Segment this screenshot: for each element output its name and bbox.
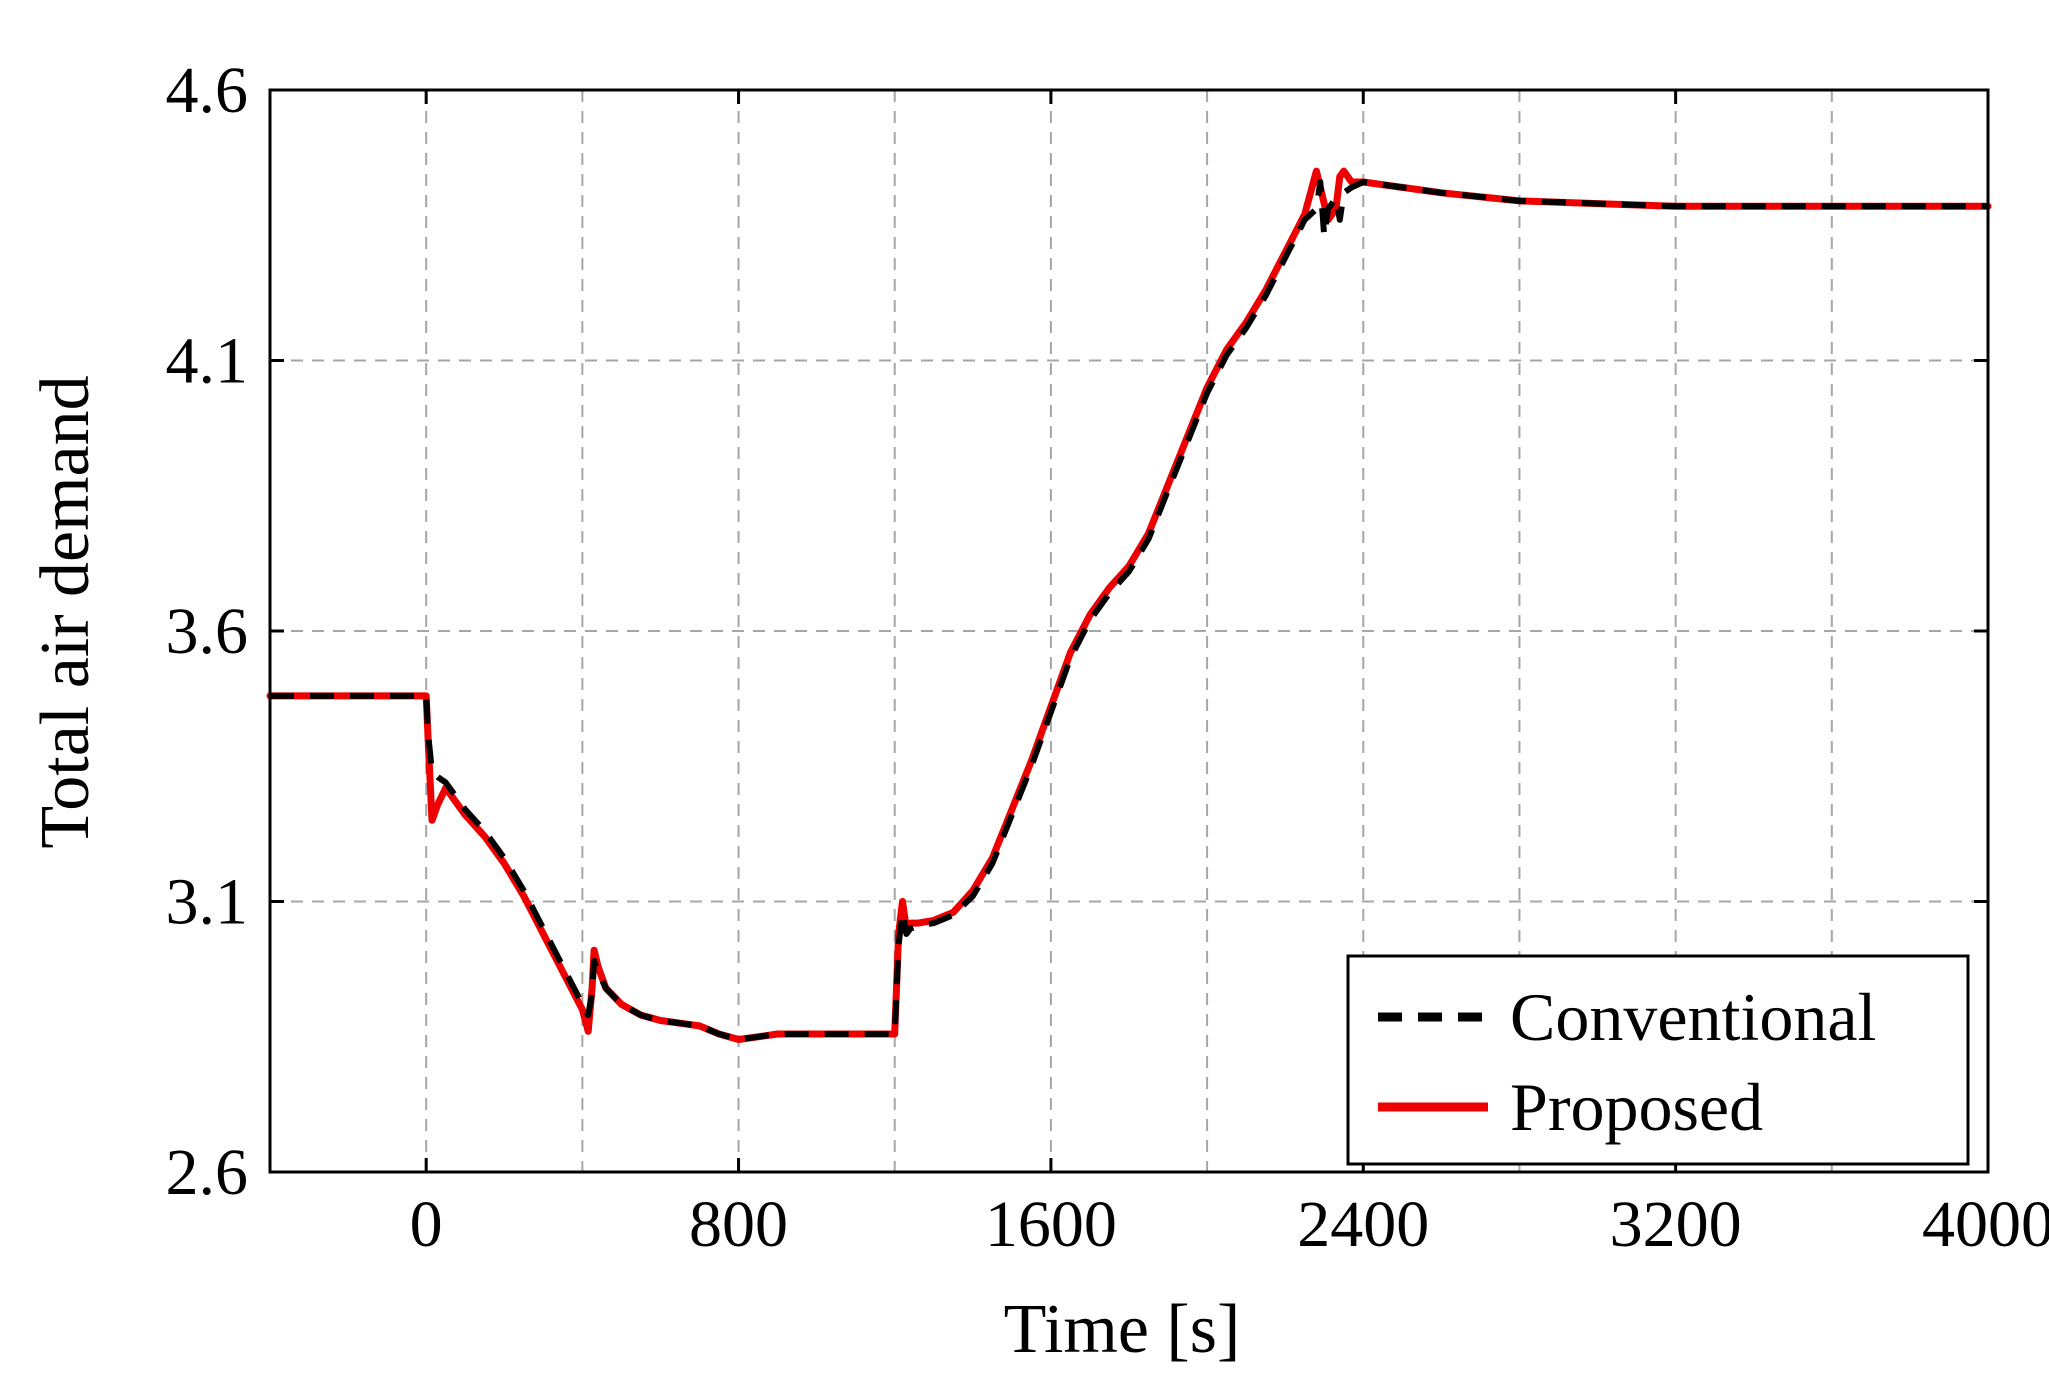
grid-lines [270, 90, 1988, 1172]
series-line-conventional [270, 179, 1988, 1043]
y-tick-label: 4.6 [166, 54, 249, 127]
x-tick-label: 800 [689, 1188, 788, 1261]
y-tick-label: 2.6 [166, 1136, 249, 1209]
series-layer [266, 167, 1992, 1043]
x-axis-label: Time [s] [1004, 1291, 1241, 1368]
y-tick-label: 4.1 [166, 325, 249, 398]
y-tick-label: 3.1 [166, 866, 249, 939]
x-tick-label: 2400 [1297, 1188, 1429, 1261]
x-tick-label: 4000 [1922, 1188, 2049, 1261]
legend-label-conventional: Conventional [1510, 979, 1876, 1055]
x-tick-label: 3200 [1610, 1188, 1742, 1261]
legend: Conventional Proposed [1346, 954, 1970, 1166]
legend-box [1346, 954, 1970, 1166]
x-tick-label: 1600 [985, 1188, 1117, 1261]
y-axis-label: Total air demand [27, 375, 104, 848]
legend-label-proposed: Proposed [1510, 1069, 1763, 1145]
x-tick-label: 0 [410, 1188, 443, 1261]
tick-labels: 0 800 1600 2400 3200 4000 2.6 3.1 3.6 4.1 4.6 [166, 54, 2049, 1261]
y-tick-label: 3.6 [166, 595, 249, 668]
